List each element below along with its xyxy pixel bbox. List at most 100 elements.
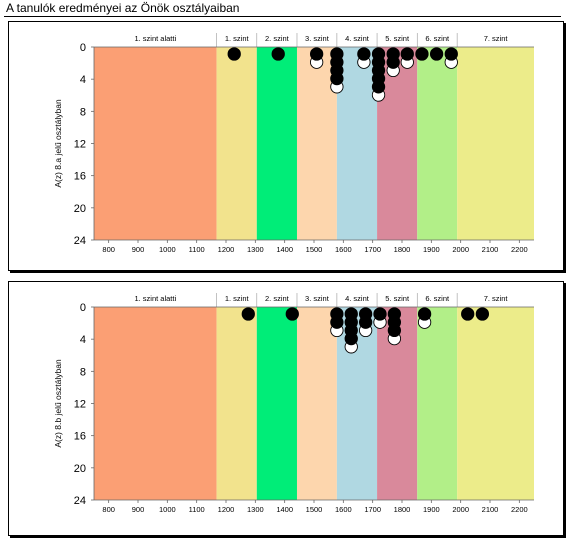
y-tick-label: 8 (80, 106, 86, 118)
x-tick-label: 900 (132, 245, 145, 254)
x-tick-label: 1600 (335, 245, 352, 254)
y-tick-label: 24 (74, 495, 86, 507)
student-point (429, 47, 444, 61)
student-point (357, 47, 371, 61)
student-point (400, 47, 414, 61)
y-tick-label: 20 (74, 203, 86, 215)
student-point (330, 47, 344, 61)
x-tick-label: 1500 (306, 505, 323, 514)
student-point (373, 307, 387, 321)
x-tick-label: 2200 (511, 505, 528, 514)
band-label-3: 2. szint (265, 34, 290, 43)
x-tick-label: 2100 (482, 245, 499, 254)
band-4 (296, 307, 337, 500)
x-tick-label: 900 (132, 505, 145, 514)
x-tick-label: 2000 (452, 245, 469, 254)
chart-8a: 1. szint alatti 1. szint 2. szint 3. szint 4… (53, 33, 534, 254)
student-point (241, 307, 255, 321)
x-tick-label: 1700 (364, 245, 381, 254)
band-7 (417, 307, 458, 500)
band-label-7: 6. szint (425, 34, 450, 43)
student-point (309, 47, 324, 61)
student-point (417, 307, 432, 321)
student-point (371, 47, 386, 61)
band-label-2: 1. szint (225, 34, 250, 43)
x-tick-label: 1000 (159, 505, 176, 514)
band-label-4: 3. szint (305, 294, 330, 303)
y-tick-label: 20 (74, 463, 86, 475)
band-label-3: 2. szint (265, 294, 290, 303)
band-8 (457, 47, 534, 240)
band-label-2: 1. szint (225, 294, 250, 303)
title-divider (4, 16, 561, 17)
x-tick-label: 2000 (452, 505, 469, 514)
x-tick-label: 800 (102, 245, 115, 254)
x-tick-label: 1300 (247, 245, 264, 254)
band-label-8: 7. szint (484, 34, 509, 43)
chart-8b: 1. szint alatti 1. szint 2. szint 3. szint 4… (53, 293, 534, 514)
student-point (344, 307, 358, 321)
x-tick-label: 1300 (247, 505, 264, 514)
x-tick-label: 1800 (394, 245, 411, 254)
y-tick-label: 4 (80, 334, 86, 346)
x-tick-label: 1600 (335, 505, 352, 514)
band-3 (256, 307, 297, 500)
y-axis-title: A(z) 8.b jelű osztályban (53, 359, 63, 448)
y-tick-label: 8 (80, 366, 86, 378)
student-point (330, 307, 344, 321)
x-tick-label: 1700 (364, 505, 381, 514)
x-tick-label: 800 (102, 505, 115, 514)
band-label-4: 3. szint (305, 34, 330, 43)
y-tick-label: 0 (80, 42, 86, 54)
band-2 (216, 307, 257, 500)
band-1 (94, 47, 217, 240)
student-point (271, 47, 285, 61)
student-point (475, 307, 490, 321)
chart-panel-8b: 1. szint alatti 1. szint 2. szint 3. szint 4… (8, 281, 564, 536)
x-tick-label: 2200 (511, 245, 528, 254)
band-5 (336, 47, 378, 240)
x-tick-label: 1800 (394, 505, 411, 514)
x-tick-label: 1200 (218, 245, 235, 254)
band-label-5: 4. szint (345, 34, 370, 43)
band-label-8: 7. szint (484, 294, 509, 303)
x-tick-label: 1000 (159, 245, 176, 254)
y-tick-label: 16 (74, 171, 86, 183)
y-tick-label: 24 (74, 235, 86, 247)
student-point (461, 307, 475, 321)
y-axis-title: A(z) 8.a jelű osztályban (53, 99, 63, 188)
x-tick-label: 1100 (189, 245, 205, 254)
band-label-1: 1. szint alatti (134, 34, 176, 43)
student-point (285, 307, 299, 321)
band-label-1: 1. szint alatti (134, 294, 176, 303)
band-label-7: 6. szint (425, 294, 450, 303)
y-tick-label: 4 (80, 74, 86, 86)
x-tick-label: 1900 (423, 245, 440, 254)
x-tick-label: 1500 (306, 245, 323, 254)
student-point (227, 47, 241, 61)
y-tick-label: 12 (74, 399, 86, 411)
band-label-5: 4. szint (345, 294, 370, 303)
band-8 (457, 307, 534, 500)
band-3 (256, 47, 297, 240)
student-point (444, 47, 458, 61)
x-tick-label: 1100 (189, 505, 205, 514)
band-1 (94, 307, 217, 500)
band-label-6: 5. szint (385, 294, 410, 303)
x-tick-label: 1400 (276, 505, 293, 514)
y-tick-label: 0 (80, 302, 86, 314)
x-tick-label: 1200 (218, 505, 235, 514)
x-tick-label: 2100 (482, 505, 499, 514)
band-2 (216, 47, 257, 240)
page-title: A tanulók eredményei az Önök osztályaiba… (6, 1, 240, 15)
student-point (415, 47, 429, 61)
x-tick-label: 1400 (276, 245, 293, 254)
student-point (386, 47, 400, 61)
band-label-6: 5. szint (385, 34, 410, 43)
y-tick-label: 12 (74, 139, 86, 151)
student-point (358, 307, 373, 321)
chart-panel-8a: 1. szint alatti 1. szint 2. szint 3. szint 4… (8, 21, 564, 271)
x-tick-label: 1900 (423, 505, 440, 514)
band-4 (296, 47, 337, 240)
band-7 (417, 47, 458, 240)
